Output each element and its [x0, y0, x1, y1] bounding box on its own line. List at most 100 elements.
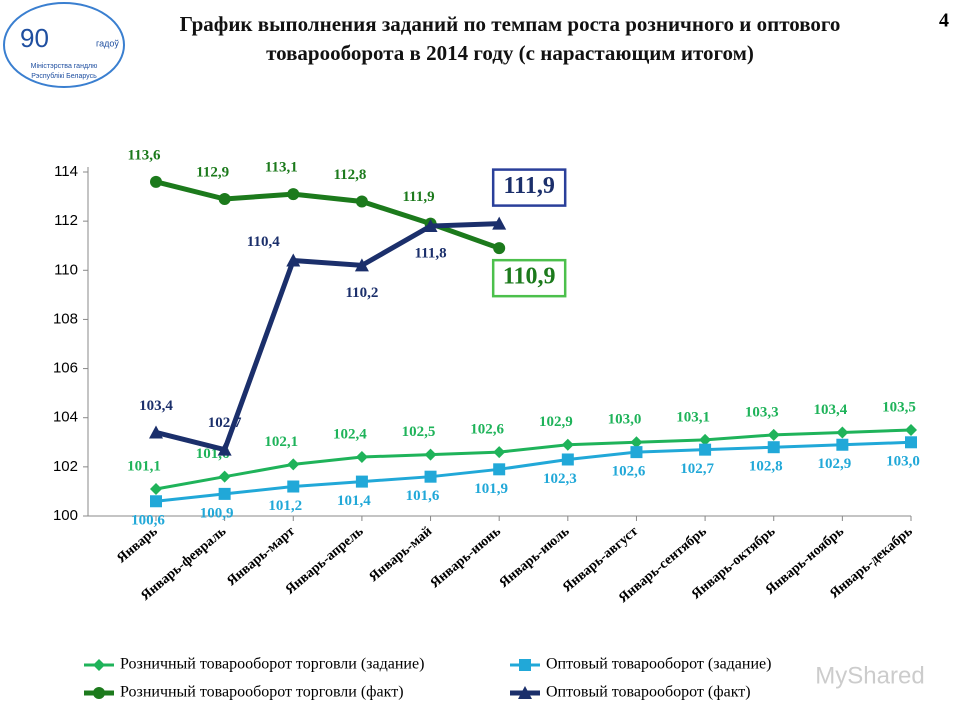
point: [423, 219, 438, 233]
page-number: 4: [939, 10, 949, 32]
point: [836, 438, 849, 451]
series: 103,4 102,7 110,4 110,2 111,8 111,9: [139, 168, 567, 456]
point: [355, 475, 368, 488]
data-label: 103,5: [882, 399, 916, 415]
point: [93, 687, 105, 699]
y-tick-label: 104: [53, 409, 78, 426]
data-label: 113,6: [128, 147, 161, 163]
logo-caption: гадоў: [96, 38, 119, 48]
point: [492, 216, 507, 230]
data-label: 111,9: [402, 189, 434, 205]
y-tick-label: 110: [54, 261, 78, 278]
y-tick-label: 102: [53, 458, 78, 475]
watermark: MyShared: [815, 662, 924, 689]
point: [217, 442, 232, 456]
point: [287, 188, 300, 201]
point: [149, 425, 163, 439]
point: [630, 436, 643, 449]
data-label: 102,8: [749, 459, 783, 475]
data-label: 101,2: [268, 498, 302, 514]
data-label: 112,8: [333, 167, 366, 183]
logo-ministry: Міністэрства гандлю: [31, 62, 98, 70]
series: 100,6 100,9 101,2 101,4 101,6 101,9 102,3 102,6…: [131, 436, 920, 529]
y-tick-label: 108: [53, 310, 78, 327]
logo-number: 90: [20, 23, 49, 53]
series-line: [155, 428, 912, 491]
data-label: 101,4: [337, 493, 371, 509]
y-tick-label: 114: [54, 163, 78, 180]
x-tick-label: Январь-май: [366, 524, 435, 585]
data-label: 103,4: [813, 402, 847, 418]
data-label: 102,9: [539, 414, 573, 430]
data-label: 102,4: [333, 426, 367, 442]
data-label: 102,5: [402, 424, 436, 440]
point: [218, 193, 231, 206]
data-label: 112,9: [196, 164, 229, 180]
point: [493, 446, 506, 459]
point: [150, 175, 162, 188]
data-label: 110,9: [503, 264, 556, 290]
data-label: 102,9: [817, 456, 851, 472]
point: [286, 253, 301, 267]
point: [519, 659, 531, 671]
data-label: 101,6: [406, 488, 440, 504]
data-label: 102,6: [470, 422, 504, 438]
point: [699, 433, 712, 446]
x-tick-label: Январь-июль: [497, 524, 573, 591]
label-box: [491, 168, 567, 207]
x-tick-label: Январь-июнь: [428, 524, 505, 592]
logo: 90 гадоў Міністэрства гандлю Рэспублікі …: [3, 2, 125, 88]
label-box: [491, 258, 567, 298]
point: [767, 428, 780, 441]
legend-label: Оптовый товарооборот (факт): [546, 684, 751, 701]
point: [218, 487, 231, 500]
legend-label: Розничный товарооборот торговли (факт): [120, 684, 404, 701]
point: [287, 458, 300, 471]
y-tick-label: 106: [53, 360, 78, 377]
point: [518, 686, 532, 699]
y-tick-label: 112: [54, 212, 78, 229]
x-tick-label: Январь-март: [224, 524, 298, 589]
series-line: [155, 221, 500, 453]
point: [355, 451, 368, 464]
point: [493, 242, 506, 255]
data-label: 102,6: [612, 464, 646, 480]
point: [905, 436, 917, 449]
point: [354, 258, 369, 272]
point: [150, 495, 162, 508]
point: [218, 470, 231, 483]
point: [836, 426, 849, 439]
series-line: [155, 179, 501, 251]
x-tick-label: Январь: [114, 524, 161, 567]
data-label: 103,1: [676, 409, 710, 425]
data-label: 110,4: [247, 234, 280, 250]
data-label: 103,3: [745, 404, 779, 420]
data-label: 101,1: [127, 458, 161, 474]
data-label: 100,9: [200, 505, 234, 521]
point: [561, 453, 574, 466]
point: [767, 441, 780, 454]
data-label: 102,1: [264, 434, 298, 450]
legend-label: Оптовый товарооборот (задание): [546, 656, 771, 673]
logo-ring: [3, 2, 125, 88]
point: [150, 482, 162, 495]
point: [493, 463, 506, 476]
chart-title: График выполнения заданий по темпам рост…: [179, 12, 841, 65]
series-line: [155, 440, 912, 503]
point: [630, 446, 643, 459]
point: [424, 470, 437, 483]
data-label: 103,4: [139, 398, 173, 414]
data-label: 110,2: [345, 285, 378, 301]
point: [93, 659, 105, 671]
point: [287, 480, 300, 493]
data-label: 111,9: [504, 173, 555, 199]
data-label: 103,0: [886, 454, 920, 470]
data-label: 102,7: [208, 415, 242, 431]
point: [424, 448, 437, 461]
point: [561, 438, 574, 451]
data-label: 101,9: [474, 481, 508, 497]
legend-label: Розничный товарооборот торговли (задание…: [120, 656, 424, 673]
data-label: 113,1: [265, 160, 298, 176]
